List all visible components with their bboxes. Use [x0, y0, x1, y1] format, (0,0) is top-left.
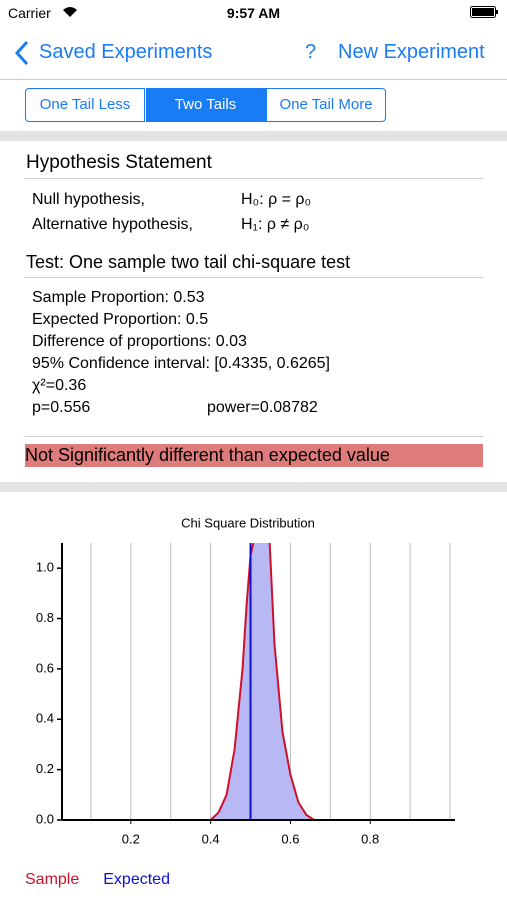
battery-icon	[470, 6, 498, 18]
result-line: Expected Proportion: 0.5	[32, 311, 209, 328]
divider	[25, 178, 483, 179]
y-tick-label: 0.0	[36, 811, 54, 826]
result-banner: Not Significantly different than expecte…	[25, 444, 483, 467]
row-label: Null hypothesis,	[32, 191, 145, 208]
back-button[interactable]: Saved Experiments	[39, 41, 213, 63]
divider	[25, 277, 483, 278]
line	[268, 543, 315, 820]
help-button[interactable]: ?	[305, 41, 317, 63]
segment[interactable]: One Tail More	[266, 88, 386, 122]
y-tick-label: 0.6	[36, 660, 54, 675]
y-tick-label: 1.0	[36, 560, 54, 575]
separator	[0, 482, 507, 492]
row-formula: H₀: ρ = ρ₀	[241, 191, 312, 208]
back-chevron[interactable]	[14, 40, 30, 66]
legend-entry: Expected	[103, 871, 170, 888]
row-label: Alternative hypothesis,	[32, 216, 193, 233]
carrier: Carrier	[8, 5, 51, 21]
segment[interactable]: Two Tails	[145, 88, 266, 122]
section-title: Hypothesis Statement	[26, 152, 212, 173]
area	[210, 543, 263, 820]
x-tick-label: 0.6	[281, 831, 299, 846]
x-tick-label: 0.4	[202, 831, 220, 846]
nav-divider	[0, 79, 507, 80]
p-value: p=0.556	[32, 399, 91, 416]
chart-title: Chi Square Distribution	[181, 515, 315, 530]
wifi-icon	[63, 7, 77, 17]
result-line: 95% Confidence interval: [0.4335, 0.6265…	[32, 355, 330, 372]
segment[interactable]: One Tail Less	[25, 88, 145, 122]
clock: 9:57 AM	[226, 5, 281, 21]
x-tick-label: 0.8	[361, 831, 379, 846]
y-tick-label: 0.8	[36, 610, 54, 625]
result-line: χ²=0.36	[32, 377, 87, 394]
chart: Chi Square Distribution 0.2 0.4 0.6 0.8 0.0 0…	[25, 515, 455, 888]
row-formula: H₁: ρ ≠ ρ₀	[241, 216, 310, 233]
separator	[0, 131, 507, 141]
divider	[25, 436, 483, 437]
result-line: Difference of proportions: 0.03	[32, 333, 247, 350]
y-tick-label: 0.4	[36, 711, 54, 726]
area	[262, 543, 315, 820]
new-experiment-button[interactable]: New Experiment	[338, 41, 485, 63]
legend-entry: Sample	[25, 871, 79, 888]
power: power=0.08782	[207, 399, 318, 416]
result-line: Sample Proportion: 0.53	[32, 289, 205, 306]
y-tick-label: 0.2	[36, 761, 54, 776]
x-tick-label: 0.2	[122, 831, 140, 846]
section-title: Test: One sample two tail chi-square tes…	[26, 252, 351, 272]
